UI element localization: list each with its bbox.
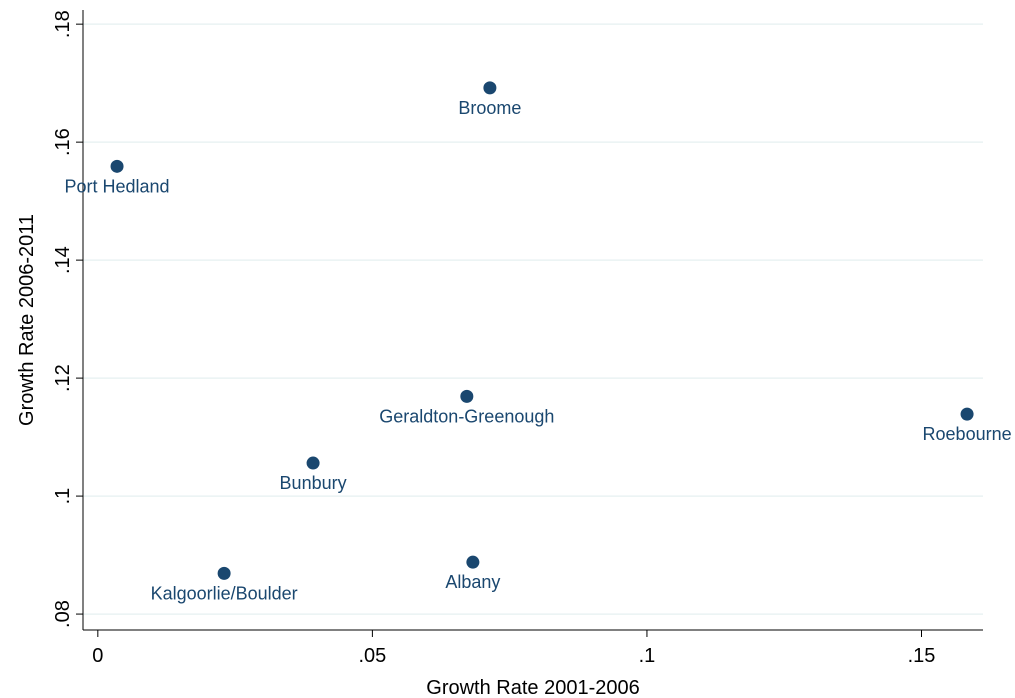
x-tick-label: .05 bbox=[358, 645, 386, 667]
x-axis-title: Growth Rate 2001-2006 bbox=[426, 677, 639, 698]
point-label: Geraldton-Greenough bbox=[379, 406, 554, 426]
y-tick-label: .16 bbox=[52, 128, 74, 156]
y-tick-label: .1 bbox=[52, 488, 74, 505]
point-label: Bunbury bbox=[280, 473, 347, 493]
point bbox=[217, 566, 231, 580]
point bbox=[110, 159, 124, 173]
point bbox=[960, 407, 974, 421]
point-label: Broome bbox=[458, 98, 521, 118]
y-tick-label: .18 bbox=[52, 10, 74, 38]
x-tick-label: .15 bbox=[908, 645, 936, 667]
point bbox=[466, 555, 480, 569]
point-label: Kalgoorlie/Boulder bbox=[151, 583, 298, 603]
point-label: Albany bbox=[445, 572, 500, 592]
x-tick-label: 0 bbox=[92, 645, 103, 667]
point-label: Roebourne bbox=[923, 424, 1012, 444]
y-axis-title: Growth Rate 2006-2011 bbox=[16, 214, 38, 426]
y-tick-label: .08 bbox=[52, 600, 74, 628]
x-tick-label: .1 bbox=[639, 645, 656, 667]
point bbox=[460, 389, 474, 403]
point bbox=[306, 456, 320, 470]
y-tick-label: .14 bbox=[52, 246, 74, 274]
y-tick-label: .12 bbox=[52, 364, 74, 392]
point bbox=[483, 81, 497, 95]
point-label: Port Hedland bbox=[65, 176, 170, 196]
